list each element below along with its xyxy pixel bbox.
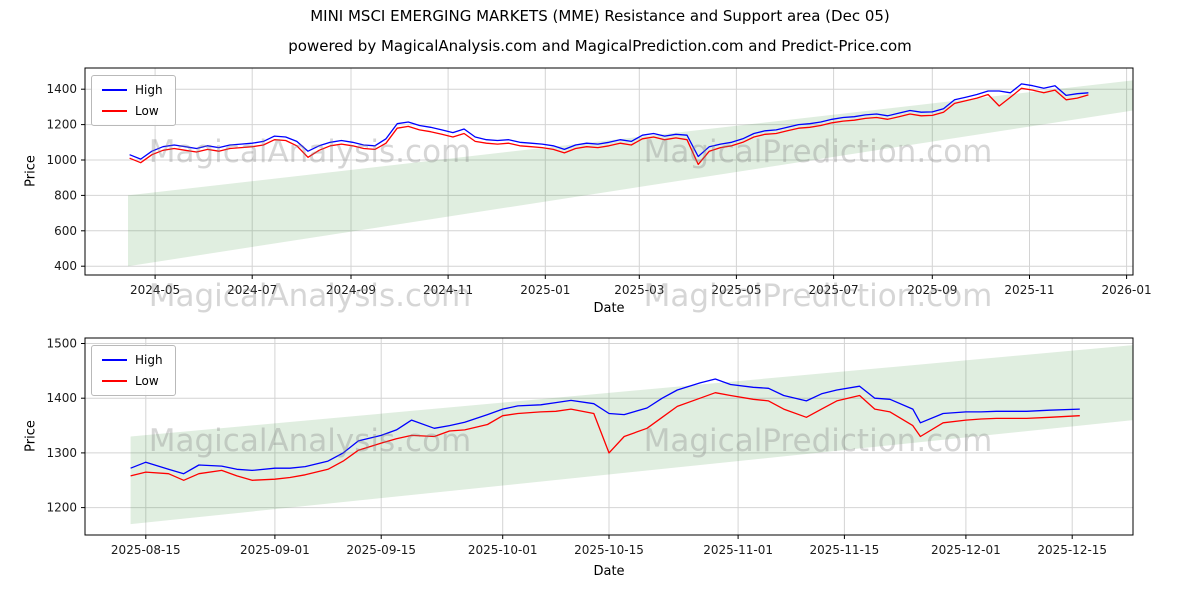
low-line-swatch (102, 110, 127, 112)
x-tick-label: 2025-11-01 (703, 543, 773, 557)
x-tick-label: 2024-11 (423, 283, 473, 297)
x-tick-label: 2025-10-15 (574, 543, 644, 557)
x-tick-label: 2025-08-15 (111, 543, 181, 557)
high-line (129, 83, 1089, 160)
legend-label-low: Low (135, 374, 159, 388)
bottom-chart-ylabel: Price (23, 420, 39, 452)
x-tick-label: 2025-07 (809, 283, 859, 297)
x-tick-label: 2024-09 (326, 283, 376, 297)
y-tick-label: 600 (54, 224, 77, 238)
plot-frame (84, 337, 1134, 536)
legend-label-high: High (135, 83, 163, 97)
x-tick-label: 2025-09 (907, 283, 957, 297)
y-tick-label: 1200 (46, 501, 77, 515)
y-tick-label: 1500 (46, 337, 77, 351)
bottom-chart-xlabel: Date (593, 564, 625, 579)
y-tick-label: 1200 (46, 118, 77, 132)
y-tick-label: 400 (54, 259, 77, 273)
x-tick-label: 2024-07 (227, 283, 277, 297)
y-tick-label: 1400 (46, 82, 77, 96)
legend-item-high: High (102, 353, 163, 367)
high-line-swatch (102, 89, 127, 91)
support-resistance-area (130, 345, 1134, 525)
legend-item-high: High (102, 83, 163, 97)
low-line (130, 392, 1080, 481)
recent-detail-chart: 2025-08-15 2025-09-01 2025-09-15 2025-10-01… (46, 337, 1134, 557)
x-tick-label: 2025-11-15 (810, 543, 880, 557)
x-tick-label: 2025-09-15 (346, 543, 416, 557)
high-line (130, 378, 1080, 475)
legend-label-low: Low (135, 104, 159, 118)
top-chart-legend: High Low (91, 75, 176, 126)
top-chart-xlabel: Date (593, 301, 625, 316)
x-tick-label: 2026-01 (1102, 283, 1152, 297)
plot-frame (84, 67, 1134, 276)
chart-title: MINI MSCI EMERGING MARKETS (MME) Resista… (310, 7, 890, 25)
x-tick-label: 2025-10-01 (468, 543, 538, 557)
low-line (129, 87, 1089, 166)
x-tick-label: 2025-03 (614, 283, 664, 297)
legend-label-high: High (135, 353, 163, 367)
y-tick-label: 1000 (46, 153, 77, 167)
y-tick-label: 800 (54, 188, 77, 202)
chart-subtitle: powered by MagicalAnalysis.com and Magic… (288, 37, 912, 55)
y-tick-label: 1300 (46, 446, 77, 460)
x-tick-label: 2025-09-01 (240, 543, 310, 557)
support-resistance-area (128, 80, 1133, 267)
legend-item-low: Low (102, 104, 163, 118)
bottom-chart-legend: High Low (91, 345, 176, 396)
x-tick-label: 2025-12-01 (931, 543, 1001, 557)
y-tick-label: 1400 (46, 391, 77, 405)
legend-item-low: Low (102, 374, 163, 388)
high-line-swatch (102, 359, 127, 361)
x-tick-label: 2025-11 (1004, 283, 1054, 297)
full-history-chart: 2024-05 2024-07 2024-09 2024-11 2025-01 2025-… (46, 67, 1152, 297)
x-tick-label: 2024-05 (130, 283, 180, 297)
low-line-swatch (102, 380, 127, 382)
x-tick-label: 2025-01 (520, 283, 570, 297)
x-tick-label: 2025-05 (711, 283, 761, 297)
top-chart-ylabel: Price (23, 155, 39, 187)
x-tick-label: 2025-12-15 (1037, 543, 1107, 557)
